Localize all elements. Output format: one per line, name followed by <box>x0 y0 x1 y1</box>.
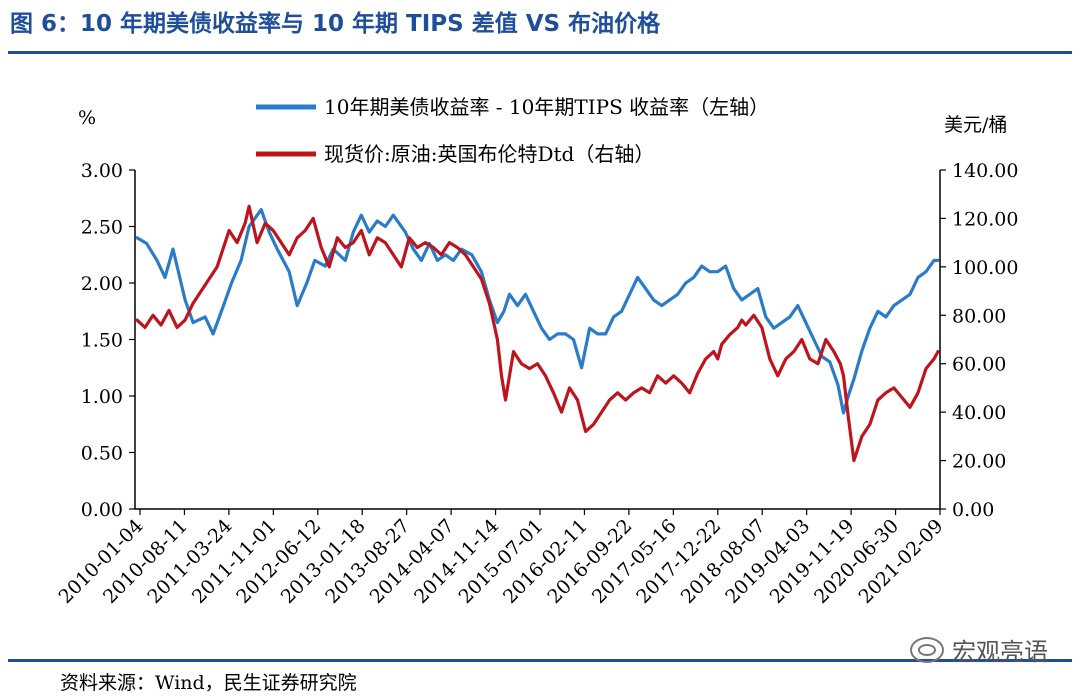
legend-label-spread: 10年期美债收益率 - 10年期TIPS 收益率（左轴） <box>324 95 769 119</box>
right-tick-label: 140.00 <box>952 160 1018 182</box>
left-tick-label: 0.50 <box>81 443 123 465</box>
left-tick-label: 1.00 <box>81 386 123 408</box>
right-tick-label: 40.00 <box>952 402 1006 424</box>
right-axis-unit: 美元/桶 <box>944 114 1007 136</box>
right-tick-label: 20.00 <box>952 451 1006 473</box>
watermark: 宏观亮语 <box>910 632 1048 667</box>
series-line-brent <box>135 204 940 463</box>
source-note: 资料来源：Wind，民生证券研究院 <box>60 672 357 694</box>
title-rule <box>8 51 1072 54</box>
plot-area: 3.00 2.50 2.00 1.50 1.00 0.50 0.00 140.00 120.00… <box>55 160 1019 608</box>
left-tick-label: 2.00 <box>81 273 123 295</box>
left-tick-label: 3.00 <box>81 160 123 182</box>
left-axis-unit: % <box>78 107 96 129</box>
right-tick-label: 60.00 <box>952 354 1006 376</box>
legend-label-brent: 现货价:原油:英国布伦特Dtd（右轴） <box>324 142 654 166</box>
figure-title: 图 6：10 年期美债收益率与 10 年期 TIPS 差值 VS 布油价格 <box>10 11 661 37</box>
right-tick-label: 120.00 <box>952 208 1018 230</box>
legend: 10年期美债收益率 - 10年期TIPS 收益率（左轴） 现货价:原油:英国布伦… <box>256 95 769 166</box>
right-tick-label: 100.00 <box>952 257 1018 279</box>
left-tick-label: 0.00 <box>81 499 123 521</box>
right-tick-label: 80.00 <box>952 305 1006 327</box>
left-tick-label: 2.50 <box>81 217 123 239</box>
footer-rule <box>8 659 1072 662</box>
watermark-text: 宏观亮语 <box>952 638 1048 666</box>
wechat-icon <box>910 636 944 663</box>
left-tick-label: 1.50 <box>81 330 123 352</box>
right-tick-label: 0.00 <box>952 499 994 521</box>
